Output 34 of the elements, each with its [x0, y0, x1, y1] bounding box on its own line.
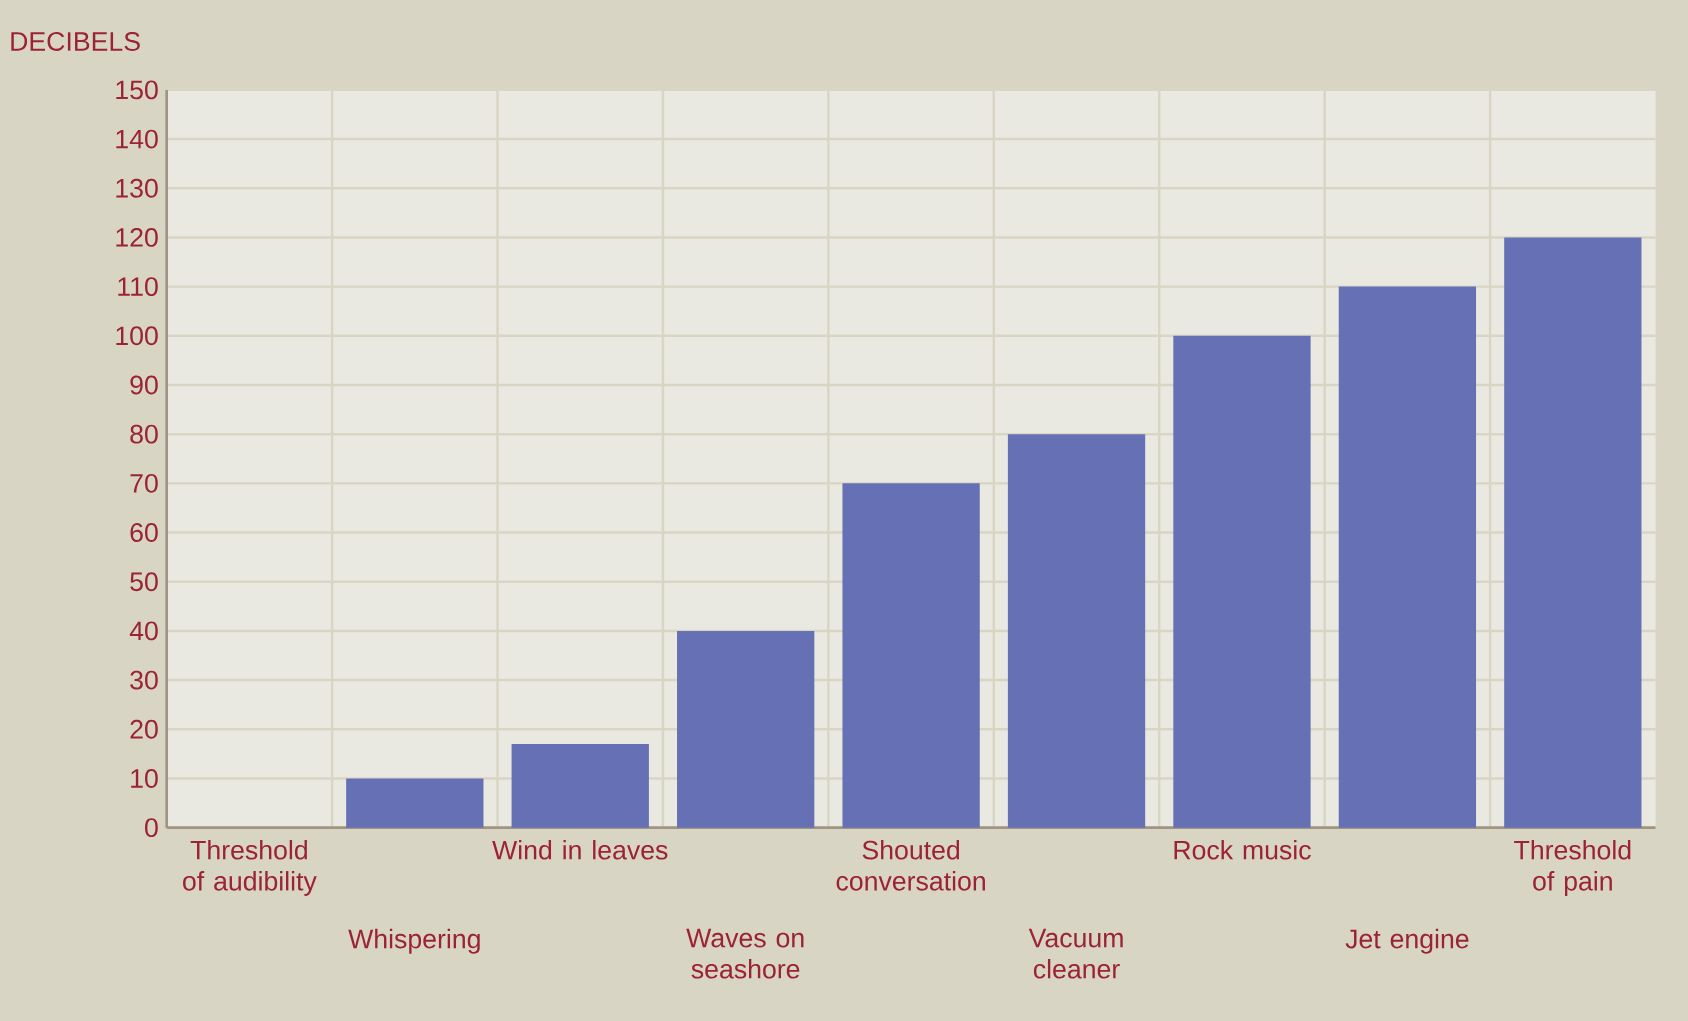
bar	[1504, 237, 1642, 828]
bar	[346, 778, 484, 828]
bar	[1173, 335, 1311, 828]
x-tick-label: Whispering	[348, 928, 480, 954]
y-tick-label: 40	[129, 621, 158, 641]
y-tick-label: 150	[116, 80, 158, 100]
y-tick-label: 30	[130, 670, 158, 690]
y-tick-label: 100	[116, 326, 158, 346]
bar	[842, 483, 980, 828]
bar	[511, 744, 649, 828]
y-axis-title: DECIBELS	[11, 32, 140, 51]
x-tick-label: Rock music	[1174, 839, 1311, 860]
y-tick-label: 80	[130, 424, 158, 444]
bar	[1338, 286, 1477, 828]
y-tick-label: 120	[116, 228, 158, 247]
bar	[677, 630, 815, 828]
y-tick-label: 70	[130, 473, 158, 493]
y-tick-label: 50	[130, 572, 158, 592]
y-tick-label: 140	[116, 129, 158, 149]
x-tick-label: Threshold of pain	[1514, 839, 1631, 896]
y-tick-label: 20	[130, 719, 158, 739]
bar	[1007, 434, 1146, 828]
y-tick-label: 0	[145, 818, 158, 838]
y-tick-label: 90	[130, 375, 158, 395]
y-tick-label: 10	[131, 769, 158, 788]
y-tick-label: 130	[116, 178, 158, 198]
x-tick-label: Vacuum cleaner	[1028, 928, 1123, 979]
x-tick-label: Waves on seashore	[686, 928, 804, 979]
x-tick-label: Shouted conversation	[836, 839, 985, 891]
y-tick-label: 110	[118, 277, 158, 297]
x-tick-label: Jet engine	[1345, 928, 1469, 954]
x-tick-label: Wind in leaves	[492, 839, 668, 860]
y-tick-label: 60	[130, 523, 158, 542]
x-tick-label: Threshold of audibility	[183, 839, 317, 896]
